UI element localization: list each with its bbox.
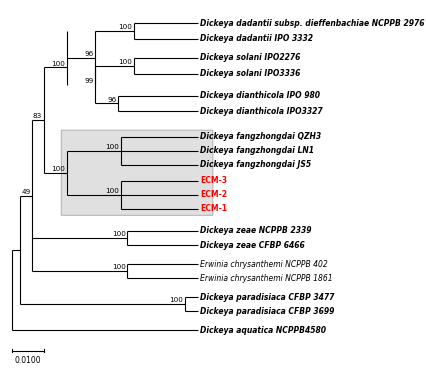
Text: 100: 100 (169, 297, 183, 303)
Text: ECM-2: ECM-2 (200, 190, 227, 199)
Text: Dickeya solani IPO2276: Dickeya solani IPO2276 (200, 54, 300, 62)
Text: 100: 100 (51, 61, 65, 66)
Text: 0.0100: 0.0100 (14, 356, 41, 365)
Text: Dickeya fangzhongdai LN1: Dickeya fangzhongdai LN1 (200, 146, 314, 155)
Text: Dickeya fangzhongdai JS5: Dickeya fangzhongdai JS5 (200, 161, 311, 169)
Text: 96: 96 (107, 97, 116, 103)
Text: 99: 99 (84, 78, 94, 84)
Text: 83: 83 (33, 113, 42, 119)
Text: Dickeya dianthicola IPO 980: Dickeya dianthicola IPO 980 (200, 91, 320, 100)
Text: Dickeya solani IPO3336: Dickeya solani IPO3336 (200, 69, 300, 78)
FancyBboxPatch shape (61, 130, 212, 215)
Text: 100: 100 (118, 24, 132, 30)
Text: Dickeya zeae NCPPB 2339: Dickeya zeae NCPPB 2339 (200, 227, 311, 235)
Text: Dickeya aquatica NCPPB4580: Dickeya aquatica NCPPB4580 (200, 325, 325, 335)
Text: Dickeya dadantii subsp. dieffenbachiae NCPPB 2976: Dickeya dadantii subsp. dieffenbachiae N… (200, 19, 424, 28)
Text: Dickeya zeae CFBP 6466: Dickeya zeae CFBP 6466 (200, 241, 305, 250)
Text: Erwinia chrysanthemi NCPPB 1861: Erwinia chrysanthemi NCPPB 1861 (200, 274, 332, 283)
Text: 100: 100 (105, 188, 119, 194)
Text: 96: 96 (84, 51, 94, 57)
Text: Dickeya dadantii IPO 3332: Dickeya dadantii IPO 3332 (200, 34, 313, 44)
Text: 100: 100 (105, 144, 119, 150)
Text: 100: 100 (112, 264, 126, 270)
Text: 49: 49 (21, 189, 31, 195)
Text: ECM-1: ECM-1 (200, 204, 227, 213)
Text: Dickeya fangzhongdai QZH3: Dickeya fangzhongdai QZH3 (200, 132, 321, 141)
Text: 100: 100 (51, 166, 65, 172)
Text: 100: 100 (118, 59, 132, 65)
Text: Dickeya dianthicola IPO3327: Dickeya dianthicola IPO3327 (200, 107, 322, 116)
Text: 100: 100 (112, 231, 126, 237)
Text: Dickeya paradisiaca CFBP 3699: Dickeya paradisiaca CFBP 3699 (200, 307, 334, 316)
Text: ECM-3: ECM-3 (200, 176, 227, 185)
Text: Erwinia chrysanthemi NCPPB 402: Erwinia chrysanthemi NCPPB 402 (200, 259, 327, 269)
Text: Dickeya paradisiaca CFBP 3477: Dickeya paradisiaca CFBP 3477 (200, 293, 334, 301)
